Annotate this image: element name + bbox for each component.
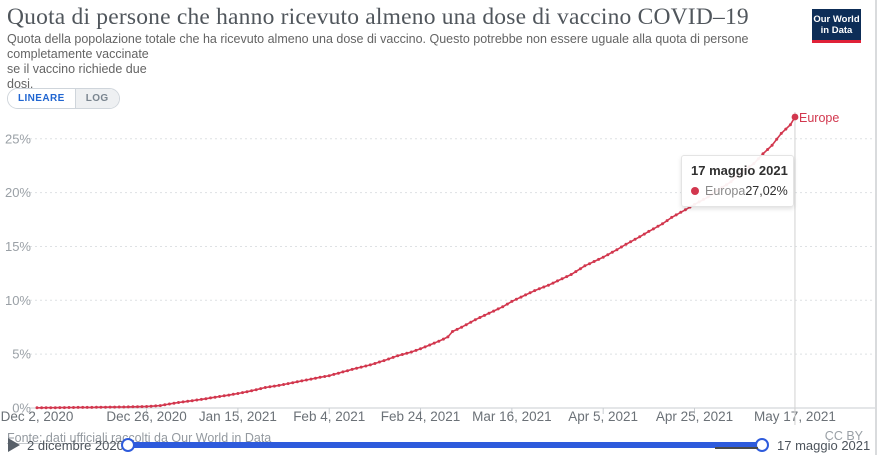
scale-toggle: LINEARE LOG bbox=[7, 88, 120, 109]
container-right-border bbox=[875, 0, 877, 455]
subtitle-line: se il vaccino richiede due bbox=[7, 62, 147, 76]
series-dot-icon bbox=[691, 187, 699, 195]
tooltip-series-name: Europa bbox=[705, 184, 746, 198]
svg-text:Dec 26, 2020: Dec 26, 2020 bbox=[106, 409, 186, 424]
timeline-start-handle[interactable] bbox=[121, 438, 135, 452]
svg-text:Feb 24, 2021: Feb 24, 2021 bbox=[381, 409, 461, 424]
subtitle-line: dosi. bbox=[7, 77, 34, 91]
svg-text:Jan 15, 2021: Jan 15, 2021 bbox=[199, 409, 277, 424]
play-icon[interactable] bbox=[8, 438, 20, 452]
chart-subtitle: Quota della popolazione totale che ha ri… bbox=[7, 32, 817, 92]
svg-text:Mar 16, 2021: Mar 16, 2021 bbox=[472, 409, 552, 424]
svg-text:10%: 10% bbox=[5, 293, 31, 308]
license-link[interactable]: CC BY bbox=[824, 429, 863, 443]
tooltip-date: 17 maggio 2021 bbox=[691, 163, 788, 178]
tooltip-row: Europa 27,02% bbox=[691, 184, 788, 198]
linear-button[interactable]: LINEARE bbox=[8, 89, 75, 108]
svg-text:Apr 25, 2021: Apr 25, 2021 bbox=[656, 409, 733, 424]
svg-text:Feb 4, 2021: Feb 4, 2021 bbox=[293, 409, 365, 424]
timeline-start-date[interactable]: 2 dicembre 2020 bbox=[27, 438, 124, 453]
svg-text:25%: 25% bbox=[5, 131, 31, 146]
source-link[interactable]: Fonte: dati ufficiali raccolti da Our Wo… bbox=[7, 431, 272, 445]
svg-text:15%: 15% bbox=[5, 239, 31, 254]
svg-text:Apr 5, 2021: Apr 5, 2021 bbox=[568, 409, 638, 424]
chart-title: Quota di persone che hanno ricevuto alme… bbox=[7, 4, 749, 30]
series-end-label: Europe bbox=[799, 111, 840, 125]
log-button[interactable]: LOG bbox=[74, 89, 119, 108]
timeline-end-handle[interactable] bbox=[755, 438, 769, 452]
svg-text:0%: 0% bbox=[12, 401, 31, 416]
owid-logo[interactable]: Our World in Data bbox=[812, 9, 861, 43]
tooltip: 17 maggio 2021 Europa 27,02% bbox=[681, 155, 794, 207]
horizontal-scrollbar-thumb[interactable] bbox=[715, 447, 758, 449]
svg-text:5%: 5% bbox=[12, 347, 31, 362]
owid-logo-text: in Data bbox=[820, 24, 853, 36]
timeline-track[interactable] bbox=[128, 442, 765, 448]
timeline-end-date[interactable]: 17 maggio 2021 bbox=[777, 438, 871, 453]
subtitle-line: Quota della popolazione totale che ha ri… bbox=[7, 32, 749, 61]
owid-logo-text: Our World bbox=[813, 13, 860, 25]
svg-text:20%: 20% bbox=[5, 185, 31, 200]
svg-text:Dec 2, 2020: Dec 2, 2020 bbox=[1, 409, 74, 424]
tooltip-value: 27,02% bbox=[745, 184, 788, 198]
